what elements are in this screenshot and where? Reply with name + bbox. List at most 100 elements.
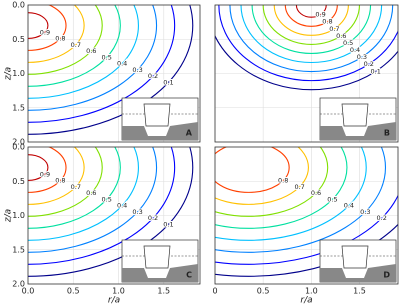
contour-label: 0.6 bbox=[86, 47, 96, 55]
y-tick-label: 0.0 bbox=[12, 1, 25, 10]
y-tick-label: 0.5 bbox=[12, 35, 25, 44]
panel-letter: A bbox=[186, 129, 193, 138]
contour-label: 0.6 bbox=[311, 189, 321, 197]
contour-line bbox=[28, 5, 121, 87]
x-tick-label: 0.5 bbox=[67, 287, 80, 296]
contour-label: 0.7 bbox=[294, 183, 304, 191]
contour-label: 0.4 bbox=[344, 202, 354, 210]
contour-line bbox=[215, 34, 398, 91]
contour-line bbox=[215, 147, 290, 193]
x-tick-label: 1.0 bbox=[305, 287, 318, 296]
panel-letter: B bbox=[384, 129, 390, 138]
contour-label: 0.3 bbox=[132, 66, 142, 74]
y-tick-label: 2.0 bbox=[12, 138, 25, 147]
contour-label: 0.9 bbox=[315, 11, 325, 19]
contour-line bbox=[28, 5, 158, 111]
y-axis-label: z/a bbox=[4, 67, 14, 81]
contour-line bbox=[28, 5, 67, 51]
y-tick-label: 1.5 bbox=[12, 245, 25, 254]
contour-line bbox=[284, 5, 338, 27]
contour-label: 0.2 bbox=[148, 72, 158, 80]
contour-label: 0.8 bbox=[322, 18, 332, 26]
contour-label: 0.6 bbox=[86, 189, 96, 197]
x-tick-label: 1.5 bbox=[353, 287, 366, 296]
contour-line bbox=[295, 5, 327, 18]
contour-label: 0.7 bbox=[71, 183, 81, 191]
y-tick-label: 1.0 bbox=[12, 211, 25, 220]
contour-line bbox=[215, 147, 329, 217]
contours bbox=[215, 147, 398, 277]
contour-label: 0.6 bbox=[336, 32, 346, 40]
contour-line bbox=[28, 147, 176, 265]
contour-line bbox=[28, 5, 176, 123]
x-axis-label: r/a bbox=[108, 296, 120, 306]
contour-label: 0.7 bbox=[71, 41, 81, 49]
inset-ground bbox=[122, 264, 198, 282]
contour-label: 0.8 bbox=[55, 35, 65, 43]
contour-label: 0.2 bbox=[364, 60, 374, 68]
plot-frame bbox=[214, 4, 399, 143]
contours bbox=[215, 5, 398, 91]
contour-line bbox=[28, 147, 194, 277]
y-tick-label: 0.5 bbox=[12, 177, 25, 186]
x-tick-label: 0.0 bbox=[22, 287, 35, 296]
contour-label: 0.5 bbox=[343, 39, 353, 47]
contour-line bbox=[218, 5, 398, 82]
x-axis-label: r/a bbox=[300, 296, 312, 306]
contour-line bbox=[215, 194, 398, 265]
contour-label: 0.5 bbox=[102, 195, 112, 203]
contour-line bbox=[28, 147, 103, 217]
panel: 0.10.20.30.40.50.60.70.80.9 B bbox=[214, 4, 399, 143]
contour-line bbox=[28, 5, 194, 135]
contour-line bbox=[215, 147, 367, 241]
contour-line bbox=[28, 147, 139, 241]
contour-label: 0.9 bbox=[40, 28, 50, 36]
plot-frame bbox=[27, 4, 201, 143]
contour-line bbox=[251, 5, 372, 54]
contour-line bbox=[28, 147, 158, 253]
inset-body bbox=[143, 103, 171, 127]
inset-body bbox=[341, 103, 369, 127]
contour-line bbox=[262, 5, 361, 45]
y-axis-label: z/a bbox=[4, 209, 14, 223]
contours bbox=[28, 147, 194, 277]
x-tick-label: 1.0 bbox=[112, 287, 125, 296]
y-tick-label: 2.0 bbox=[12, 280, 25, 289]
contour-label: 0.9 bbox=[40, 170, 50, 178]
contour-label: 0.1 bbox=[163, 78, 173, 86]
contour-label: 0.4 bbox=[117, 202, 127, 210]
inset-body bbox=[143, 245, 171, 269]
contour-line bbox=[28, 5, 139, 99]
contours bbox=[28, 5, 194, 135]
contour-label: 0.8 bbox=[55, 177, 65, 185]
panel-letter: D bbox=[383, 271, 390, 280]
contour-label: 0.8 bbox=[278, 177, 288, 185]
contour-line bbox=[215, 147, 309, 205]
y-tick-label: 1.5 bbox=[12, 103, 25, 112]
contour-label: 0.1 bbox=[163, 220, 173, 228]
x-tick-label: 1.5 bbox=[157, 287, 170, 296]
contour-line bbox=[28, 147, 67, 193]
inset-ground bbox=[320, 122, 396, 140]
panel: 0 0.5 1.0 1.5 0.2 0.3 0.4 0.5 0.6 0.7 0.8 Dr/a bbox=[212, 146, 399, 306]
contour-line bbox=[229, 5, 394, 73]
x-tick-label: 0 bbox=[212, 287, 217, 296]
contour-label: 0.3 bbox=[132, 208, 142, 216]
inset-ground bbox=[122, 122, 198, 140]
x-tick-label: 0.5 bbox=[257, 287, 270, 296]
panel-letter: C bbox=[186, 271, 192, 280]
contour-line bbox=[28, 147, 85, 205]
panel: 0.0 0.5 1.0 1.5 0.0 0.5 1.0 1.5 2.0 0.1 0.2 0.3 0.4 0… bbox=[4, 143, 201, 306]
plot-frame bbox=[214, 146, 399, 285]
contour-line bbox=[273, 5, 349, 36]
contour-label: 0.5 bbox=[102, 53, 112, 61]
contour-label: 0.4 bbox=[117, 60, 127, 68]
contour-line bbox=[215, 147, 386, 253]
contour-line bbox=[240, 5, 383, 64]
contour-line bbox=[28, 5, 85, 63]
inset-body bbox=[341, 245, 369, 269]
contour-line bbox=[215, 147, 348, 229]
contour-label: 0.2 bbox=[377, 214, 387, 222]
contour-line bbox=[28, 12, 49, 39]
